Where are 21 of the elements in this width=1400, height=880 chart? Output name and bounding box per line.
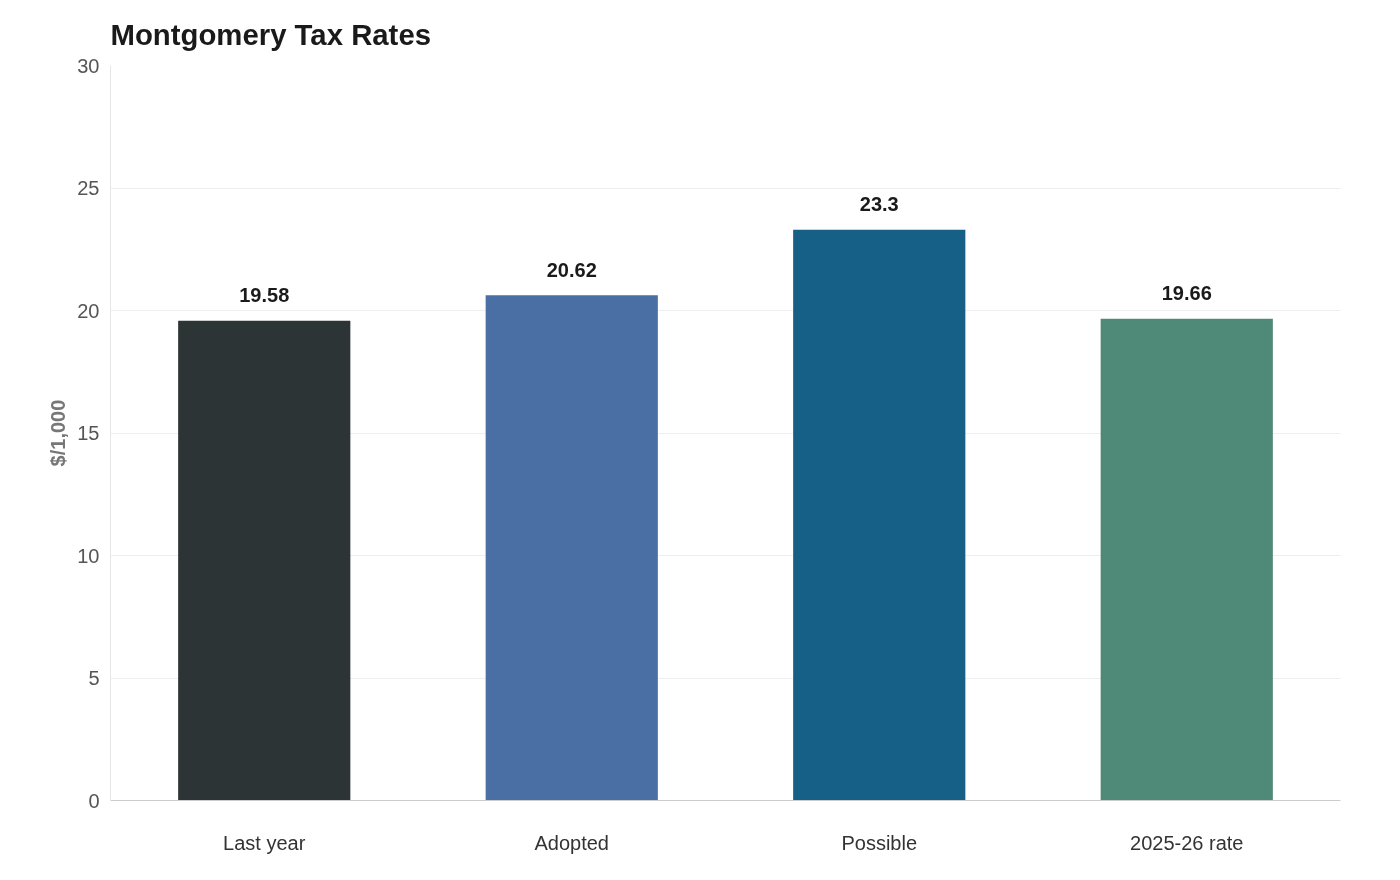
bar — [1100, 318, 1273, 801]
data-label: 19.66 — [1161, 282, 1212, 305]
y-tick-label: 10 — [77, 544, 100, 567]
y-tick-label: 25 — [77, 177, 100, 199]
chart-title: Montgomery Tax Rates — [110, 17, 432, 51]
x-tick-label: Possible — [841, 831, 918, 854]
x-tick-label: 2025-26 rate — [1130, 831, 1244, 854]
bar — [793, 229, 966, 801]
x-tick-label: Last year — [223, 831, 306, 854]
y-tick-label: 30 — [77, 54, 100, 77]
data-label: 20.62 — [546, 258, 597, 281]
y-tick-label: 5 — [88, 667, 100, 689]
y-tick-label: 20 — [77, 299, 100, 322]
y-axis-title: $/1,000 — [47, 399, 70, 467]
y-tick-label: 0 — [88, 789, 100, 812]
y-tick-label: 15 — [77, 422, 100, 444]
bar — [178, 320, 351, 801]
bar — [485, 295, 658, 801]
data-label: 23.3 — [859, 193, 899, 216]
x-tick-label: Adopted — [534, 831, 610, 854]
data-label: 19.58 — [239, 284, 290, 307]
